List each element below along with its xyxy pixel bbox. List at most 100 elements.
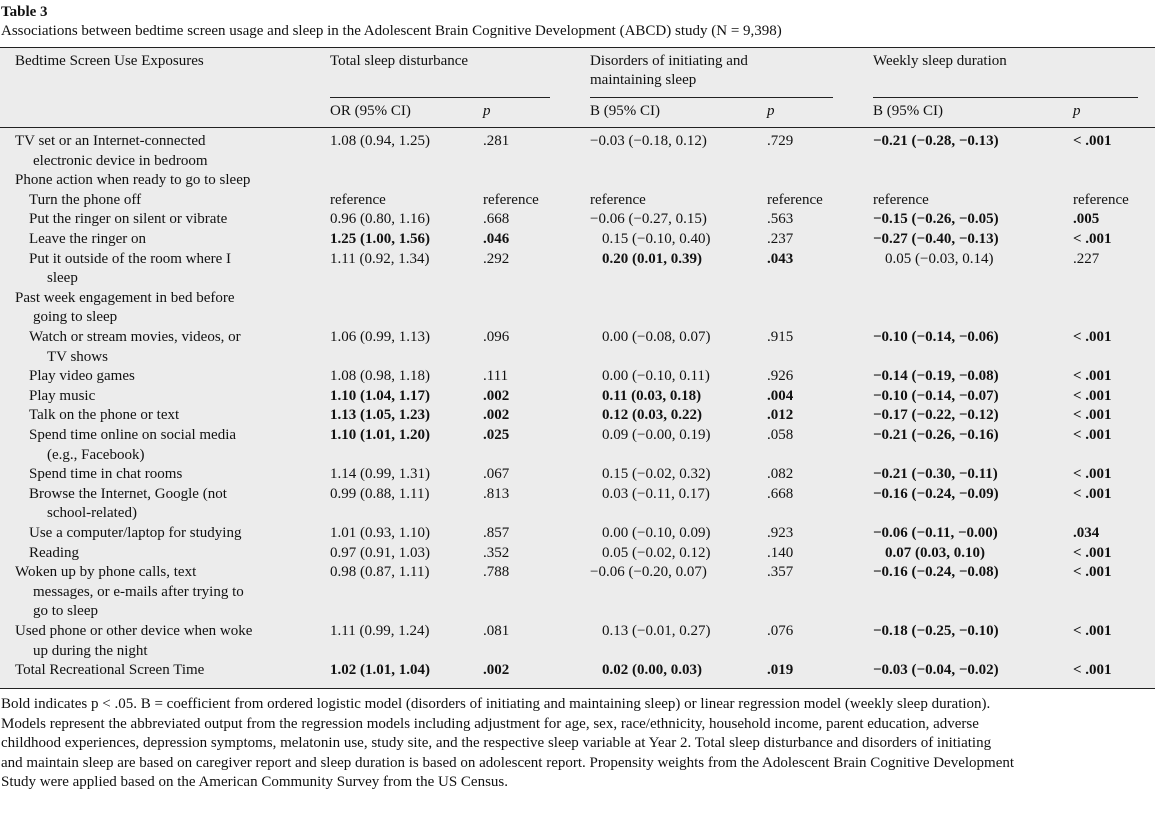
cell: < .001 (1073, 407, 1112, 424)
cell: .923 (767, 525, 794, 541)
cell: −0.21 (−0.30, −0.11) (873, 466, 998, 483)
cell: .046 (483, 231, 510, 247)
cell: 0.00 (−0.10, 0.09) (602, 525, 711, 541)
cell: .237 (767, 231, 794, 247)
cell: reference (483, 191, 539, 208)
cell: 0.00 (−0.08, 0.07) (602, 329, 711, 345)
cell: 0.09 (−0.00, 0.19) (602, 427, 711, 443)
cell: .019 (767, 662, 794, 679)
cell: reference (1073, 191, 1129, 208)
cell: −0.16 (−0.24, −0.09) (873, 485, 999, 502)
cell: .058 (767, 427, 794, 443)
header-rule (0, 127, 1155, 128)
table-number: Table 3 (1, 4, 48, 20)
cell: reference (767, 191, 823, 208)
row-label: Use a computer/laptop for studying (29, 525, 242, 541)
cell: 0.98 (0.87, 1.11) (330, 564, 430, 581)
sub-header: B (95% CI) (590, 103, 660, 119)
cell: .096 (483, 329, 510, 345)
cell: < .001 (1073, 427, 1112, 443)
cell: −0.27 (−0.40, −0.13) (873, 231, 999, 247)
cell: 1.06 (0.99, 1.13) (330, 329, 430, 345)
cell: 1.13 (1.05, 1.23) (330, 407, 430, 424)
sub-header: p (767, 103, 775, 119)
cell: .813 (483, 485, 510, 502)
row-label: Woken up by phone calls, text (15, 564, 197, 581)
cell: .352 (483, 544, 510, 561)
cell: −0.06 (−0.20, 0.07) (590, 564, 707, 581)
footnote-line: Study were applied based on the American… (1, 774, 509, 791)
cell: < .001 (1073, 623, 1112, 639)
cell: .043 (767, 250, 794, 267)
cell: .004 (767, 387, 794, 404)
row-label: Spend time in chat rooms (29, 466, 183, 483)
cell: 1.25 (1.00, 1.56) (330, 231, 430, 247)
cell: 0.02 (0.00, 0.03) (602, 662, 702, 679)
row-label: messages, or e-mails after trying to (33, 583, 244, 600)
cell: .357 (767, 564, 794, 581)
row-label: Spend time online on social media (29, 427, 237, 443)
cell: 1.10 (1.01, 1.20) (330, 427, 430, 443)
cell: 1.08 (0.94, 1.25) (330, 133, 430, 149)
cell: 0.03 (−0.11, 0.17) (602, 485, 710, 502)
cell: 0.12 (0.03, 0.22) (602, 407, 702, 424)
cell: 0.07 (0.03, 0.10) (885, 544, 985, 561)
row-label: Watch or stream movies, videos, or (29, 329, 241, 345)
cell: 1.11 (0.99, 1.24) (330, 623, 430, 639)
cell: .002 (483, 407, 510, 424)
table-caption: Associations between bedtime screen usag… (1, 23, 782, 39)
row-label: Browse the Internet, Google (not (29, 485, 227, 502)
group-header: Disorders of initiating and maintaining … (590, 53, 748, 88)
cell: −0.21 (−0.26, −0.16) (873, 427, 999, 443)
row-label: Phone action when ready to go to sleep (15, 172, 251, 189)
row-label: (e.g., Facebook) (47, 446, 145, 463)
row-label: Play video games (29, 368, 135, 385)
cell: 0.96 (0.80, 1.16) (330, 211, 430, 228)
cell: .140 (767, 544, 794, 561)
cell: .111 (483, 368, 509, 385)
cell: 0.00 (−0.10, 0.11) (602, 368, 710, 385)
group-header: Total sleep disturbance (330, 53, 469, 69)
cell: .227 (1073, 250, 1100, 267)
row-label: Play music (29, 387, 96, 404)
cell: 1.02 (1.01, 1.04) (330, 662, 430, 679)
group-rule (873, 97, 1138, 98)
row-label: Put the ringer on silent or vibrate (29, 211, 228, 228)
stub-header: Bedtime Screen Use Exposures (15, 53, 204, 69)
cell: 0.20 (0.01, 0.39) (602, 250, 702, 267)
cell: 0.11 (0.03, 0.18) (602, 387, 702, 404)
row-label: Turn the phone off (29, 191, 142, 208)
cell: .292 (483, 250, 510, 267)
cell: 0.99 (0.88, 1.11) (330, 485, 430, 502)
cell: 1.01 (0.93, 1.10) (330, 525, 430, 541)
cell: −0.16 (−0.24, −0.08) (873, 564, 999, 581)
footnote-line: and maintain sleep are based on caregive… (1, 754, 1015, 771)
cell: < .001 (1073, 466, 1112, 483)
cell: .857 (483, 525, 510, 541)
bottom-rule (0, 688, 1155, 689)
cell: −0.15 (−0.26, −0.05) (873, 211, 999, 228)
row-label: Leave the ringer on (29, 231, 147, 247)
cell: .076 (767, 623, 794, 639)
cell: −0.03 (−0.04, −0.02) (873, 662, 999, 679)
cell: < .001 (1073, 231, 1112, 247)
row-label: Total Recreational Screen Time (15, 662, 205, 679)
cell: 0.97 (0.91, 1.03) (330, 544, 430, 561)
cell: 1.14 (0.99, 1.31) (330, 466, 430, 483)
row-label: Talk on the phone or text (29, 407, 180, 424)
cell: < .001 (1073, 544, 1112, 561)
row-label: go to sleep (33, 603, 98, 620)
cell: −0.18 (−0.25, −0.10) (873, 623, 999, 639)
cell: reference (873, 191, 929, 208)
cell: 1.10 (1.04, 1.17) (330, 387, 430, 404)
cell: .005 (1073, 211, 1100, 228)
cell: .668 (767, 485, 794, 502)
sub-header: B (95% CI) (873, 103, 943, 119)
row-label: school-related) (47, 505, 137, 522)
cell: −0.21 (−0.28, −0.13) (873, 133, 999, 149)
row-label: TV set or an Internet-connected (15, 133, 206, 149)
cell: −0.10 (−0.14, −0.06) (873, 329, 999, 345)
cell: .281 (483, 133, 510, 149)
cell: .082 (767, 466, 794, 483)
